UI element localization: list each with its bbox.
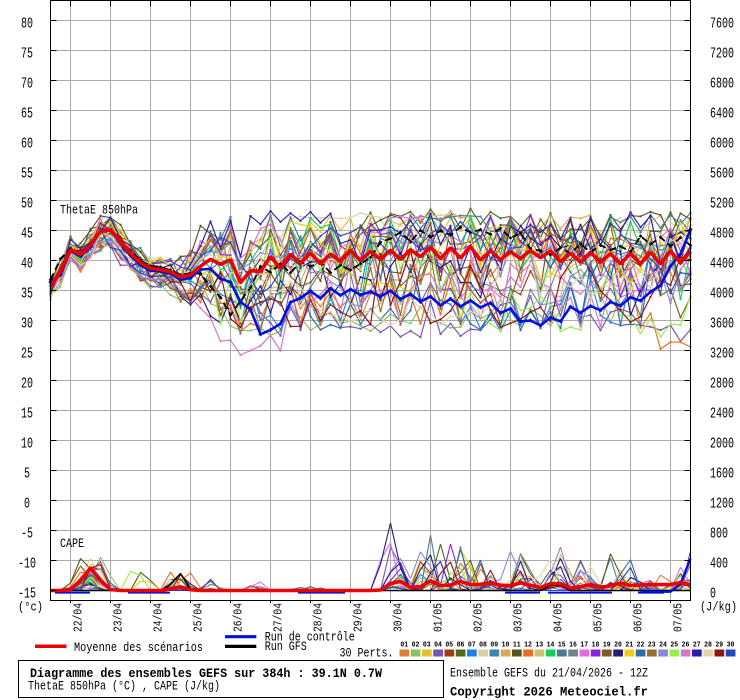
svg-text:13: 13 <box>535 642 543 650</box>
svg-text:26/04: 26/04 <box>232 603 246 632</box>
svg-text:20: 20 <box>614 642 622 650</box>
svg-text:50: 50 <box>21 196 33 212</box>
svg-text:08: 08 <box>479 642 487 650</box>
svg-text:55: 55 <box>21 166 33 182</box>
svg-text:80: 80 <box>21 16 33 32</box>
svg-text:30/04: 30/04 <box>392 603 406 632</box>
svg-text:10: 10 <box>502 642 510 650</box>
svg-text:3200: 3200 <box>710 346 734 362</box>
svg-text:06/05: 06/05 <box>632 603 646 632</box>
svg-text:25: 25 <box>670 642 678 650</box>
svg-text:-5: -5 <box>21 526 33 542</box>
svg-text:1600: 1600 <box>710 466 734 482</box>
svg-text:6400: 6400 <box>710 106 734 122</box>
svg-text:5200: 5200 <box>710 196 734 212</box>
svg-text:22: 22 <box>637 642 645 650</box>
svg-text:7600: 7600 <box>710 16 734 32</box>
svg-text:5600: 5600 <box>710 166 734 182</box>
svg-text:-10: -10 <box>18 556 36 572</box>
svg-text:05: 05 <box>445 642 453 650</box>
svg-text:07: 07 <box>468 642 476 650</box>
svg-text:5: 5 <box>24 466 30 482</box>
svg-text:(°c): (°c) <box>18 600 43 615</box>
svg-text:18: 18 <box>592 642 600 650</box>
svg-text:02: 02 <box>412 642 420 650</box>
svg-text:6000: 6000 <box>710 136 734 152</box>
svg-text:2400: 2400 <box>710 406 734 422</box>
svg-text:24/04: 24/04 <box>152 603 166 632</box>
svg-text:01/05: 01/05 <box>432 603 446 632</box>
svg-text:Ensemble GEFS du 21/04/2026 -: Ensemble GEFS du 21/04/2026 - 12Z <box>450 666 648 681</box>
svg-text:23: 23 <box>648 642 656 650</box>
svg-text:14: 14 <box>547 642 555 650</box>
svg-text:02/05: 02/05 <box>472 603 486 632</box>
svg-text:11: 11 <box>513 642 521 650</box>
svg-text:4800: 4800 <box>710 226 734 242</box>
svg-text:45: 45 <box>21 226 33 242</box>
svg-text:2800: 2800 <box>710 376 734 392</box>
svg-text:0: 0 <box>710 586 716 602</box>
svg-text:(J/kg): (J/kg) <box>700 600 737 615</box>
svg-text:01: 01 <box>400 642 408 650</box>
svg-text:40: 40 <box>21 256 33 272</box>
svg-text:ThetaE 850hPa (°C) , CAPE (J/k: ThetaE 850hPa (°C) , CAPE (J/kg) <box>28 679 220 694</box>
svg-text:25: 25 <box>21 346 33 362</box>
svg-text:03/05: 03/05 <box>512 603 526 632</box>
svg-text:29: 29 <box>715 642 723 650</box>
svg-text:04: 04 <box>434 642 442 650</box>
svg-text:7200: 7200 <box>710 46 734 62</box>
svg-text:6800: 6800 <box>710 76 734 92</box>
svg-text:30: 30 <box>727 642 735 650</box>
svg-text:17: 17 <box>580 642 588 650</box>
svg-text:3600: 3600 <box>710 316 734 332</box>
svg-text:-15: -15 <box>18 586 36 602</box>
svg-text:09: 09 <box>490 642 498 650</box>
svg-text:1200: 1200 <box>710 496 734 512</box>
svg-text:Moyenne des scénarios: Moyenne des scénarios <box>74 640 203 655</box>
svg-text:05/05: 05/05 <box>592 603 606 632</box>
svg-text:04/05: 04/05 <box>552 603 566 632</box>
svg-text:65: 65 <box>21 106 33 122</box>
svg-text:29/04: 29/04 <box>352 603 366 632</box>
svg-text:30: 30 <box>21 316 33 332</box>
svg-text:0: 0 <box>24 496 30 512</box>
svg-text:27: 27 <box>693 642 701 650</box>
svg-text:800: 800 <box>710 526 728 542</box>
svg-text:Copyright 2026 Meteociel.fr: Copyright 2026 Meteociel.fr <box>450 685 648 700</box>
svg-text:ThetaE 850hPa: ThetaE 850hPa <box>60 203 138 218</box>
svg-text:12: 12 <box>524 642 532 650</box>
svg-text:60: 60 <box>21 136 33 152</box>
svg-text:19: 19 <box>603 642 611 650</box>
svg-text:35: 35 <box>21 286 33 302</box>
svg-text:22/04: 22/04 <box>72 603 86 632</box>
svg-text:CAPE: CAPE <box>60 536 84 551</box>
svg-text:20: 20 <box>21 376 33 392</box>
svg-text:21: 21 <box>625 642 633 650</box>
svg-text:75: 75 <box>21 46 33 62</box>
svg-text:16: 16 <box>569 642 577 650</box>
svg-text:28/04: 28/04 <box>312 603 326 632</box>
svg-text:Diagramme des ensembles GEFS s: Diagramme des ensembles GEFS sur 384h : … <box>30 666 382 681</box>
svg-text:24: 24 <box>659 642 667 650</box>
svg-text:70: 70 <box>21 76 33 92</box>
svg-text:03: 03 <box>423 642 431 650</box>
svg-text:27/04: 27/04 <box>272 603 286 632</box>
svg-text:15: 15 <box>21 406 33 422</box>
svg-text:2000: 2000 <box>710 436 734 452</box>
svg-text:4400: 4400 <box>710 256 734 272</box>
svg-text:06: 06 <box>457 642 465 650</box>
svg-text:15: 15 <box>558 642 566 650</box>
svg-text:25/04: 25/04 <box>192 603 206 632</box>
svg-text:Run GFS: Run GFS <box>265 639 307 654</box>
svg-text:400: 400 <box>710 556 728 572</box>
svg-text:26: 26 <box>682 642 690 650</box>
svg-text:4000: 4000 <box>710 286 734 302</box>
svg-text:23/04: 23/04 <box>112 603 126 632</box>
svg-text:07/05: 07/05 <box>672 603 686 632</box>
svg-text:Run de contrôle: Run de contrôle <box>265 630 355 645</box>
svg-text:30 Perts.: 30 Perts. <box>340 646 394 661</box>
svg-text:10: 10 <box>21 436 33 452</box>
svg-text:28: 28 <box>704 642 712 650</box>
